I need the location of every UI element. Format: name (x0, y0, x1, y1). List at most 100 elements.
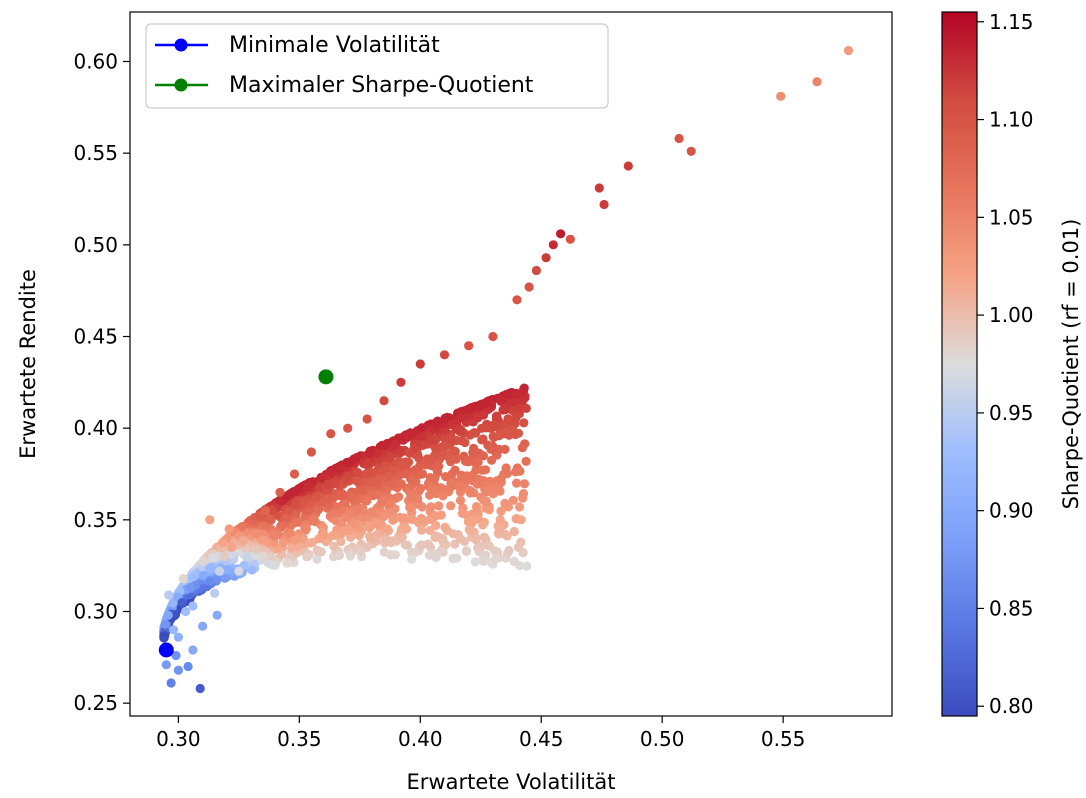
cloud-point (409, 443, 420, 453)
scatter-point (219, 551, 229, 562)
cloud-point (309, 515, 319, 525)
scatter-point (275, 487, 285, 497)
cloud-point (455, 495, 466, 505)
cloud-point (251, 544, 261, 555)
legend-max-sharpe-label: Maximaler Sharpe-Quotient (229, 73, 534, 98)
cloud-point (238, 535, 248, 546)
special-points (158, 369, 334, 658)
cloud-point (364, 521, 375, 532)
scatter-point (415, 359, 425, 369)
y-axis-ticks: 0.25 0.30 0.35 0.40 0.45 0.50 0.55 0.60 (73, 50, 130, 715)
cloud-point (470, 557, 480, 567)
cloud-point (407, 554, 417, 565)
cloud-point (329, 541, 339, 551)
cloud-point (345, 457, 355, 467)
scatter-point (188, 601, 198, 611)
cloud-point (342, 471, 352, 481)
cloud-point (518, 489, 529, 499)
cloud-point (382, 524, 392, 534)
scatter-point (289, 469, 300, 479)
cloud-point (417, 423, 427, 433)
legend-min-vol-marker (174, 38, 188, 52)
cloud-point (390, 550, 400, 560)
colorbar-ticks: 0.80 0.85 0.90 0.95 1.00 1.05 1.10 1.15 (977, 10, 1034, 718)
cloud-point (237, 522, 247, 532)
cloud-point (434, 461, 444, 471)
cloud-point (494, 444, 504, 454)
cloud-point (511, 478, 522, 488)
cloud-point (372, 519, 382, 529)
cloud-point (305, 538, 315, 548)
cloud-point (397, 461, 407, 471)
y-tick-label: 0.25 (73, 691, 118, 715)
cloud-point (508, 495, 518, 505)
cloud-point (431, 520, 441, 531)
scatter-point (556, 229, 566, 239)
cloud-point (512, 389, 522, 399)
scatter-point (531, 265, 542, 276)
colorbar-tick-label: 1.00 (989, 303, 1034, 327)
scatter-point (594, 183, 604, 193)
cloud-point (406, 547, 417, 557)
cloud-point (521, 456, 531, 466)
cloud-point (399, 513, 409, 523)
cloud-point (496, 506, 506, 516)
scatter-point (260, 506, 271, 516)
cloud-point (384, 472, 394, 482)
cloud-point (338, 505, 348, 515)
cloud-point (319, 530, 329, 540)
cloud-point (161, 619, 171, 629)
cloud-point (472, 502, 482, 512)
cloud-point (468, 447, 478, 458)
cloud-point (302, 552, 312, 562)
y-tick-label: 0.50 (73, 233, 118, 257)
cloud-point (456, 436, 466, 446)
cloud-point (509, 556, 519, 567)
cloud-point (431, 419, 442, 429)
cloud-point (188, 573, 198, 583)
cloud-point (278, 537, 288, 548)
x-axis-label: Erwartete Volatilität (407, 770, 616, 794)
cloud-point (362, 542, 372, 553)
cloud-point (465, 485, 475, 495)
cloud-point (312, 554, 322, 564)
cloud-point (372, 448, 382, 458)
cloud-point (397, 532, 407, 542)
cloud-point (185, 582, 195, 592)
scatter-point (776, 91, 786, 101)
cloud-point (331, 516, 341, 526)
cloud-point (434, 501, 444, 511)
colorbar-tick-label: 1.05 (989, 205, 1034, 229)
cloud-point (379, 511, 389, 522)
cloud-point (498, 420, 508, 430)
cloud-point (242, 553, 252, 563)
cloud-point (519, 479, 530, 489)
cloud-point (381, 440, 391, 450)
cloud-point (478, 434, 488, 444)
cloud-point (471, 533, 481, 543)
cloud-point (270, 560, 280, 571)
scatter-point (212, 610, 222, 620)
cloud-point (367, 507, 377, 517)
cloud-point (336, 536, 346, 547)
cloud-point (504, 545, 514, 556)
cloud-point (281, 513, 291, 523)
cloud-point (473, 457, 483, 467)
cloud-point (416, 483, 426, 493)
y-axis-label: Erwartete Rendite (16, 269, 40, 459)
scatter-point (674, 133, 684, 144)
cloud-point (500, 498, 510, 508)
scatter-point (214, 566, 225, 576)
cloud-point (478, 555, 488, 565)
cloud-point (247, 565, 257, 575)
scatter-point (171, 650, 181, 661)
cloud-point (480, 465, 491, 475)
cloud-point (300, 512, 310, 522)
y-tick-label: 0.45 (73, 325, 118, 349)
scatter-point (181, 606, 191, 617)
cloud-point (487, 455, 497, 465)
cloud-point (438, 538, 448, 548)
cloud-point (515, 466, 525, 476)
x-tick-label: 0.55 (761, 727, 806, 751)
max-sharpe-point (318, 369, 334, 385)
